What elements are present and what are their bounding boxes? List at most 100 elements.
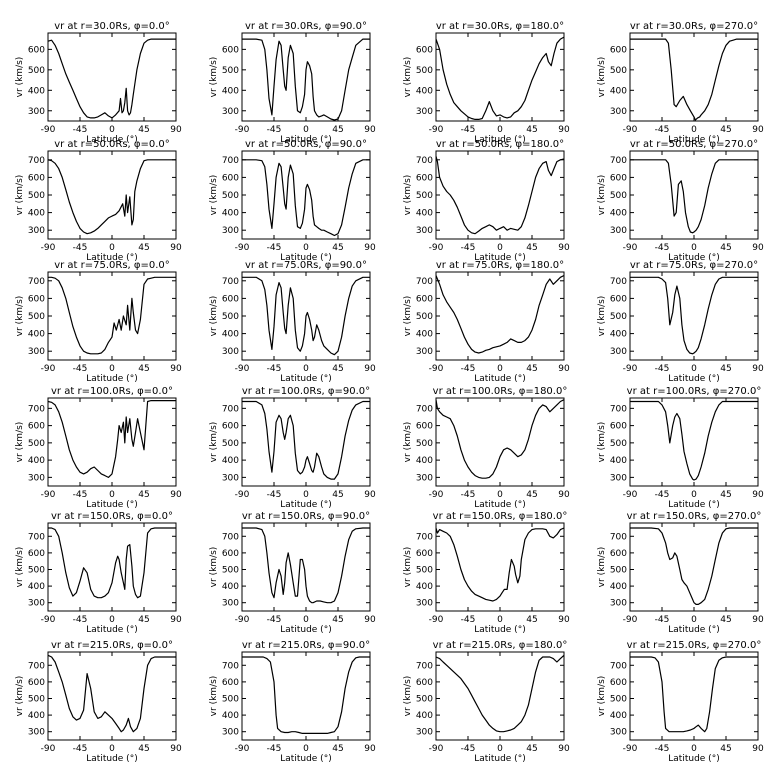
y-tick-label: 400	[416, 86, 433, 96]
y-tick-label: 400	[416, 582, 433, 592]
x-tick-label: 90	[170, 243, 182, 253]
series-line	[242, 400, 370, 480]
chart-title: vr at r=30.0Rs, φ=0.0°	[54, 21, 170, 32]
x-tick-label: -45	[73, 243, 88, 253]
y-tick-label: 300	[610, 599, 627, 609]
plot-frame	[629, 150, 759, 240]
y-tick-label: 500	[416, 439, 433, 449]
x-tick-label: 0	[497, 744, 503, 754]
y-axis-label: vr (km/s)	[209, 57, 219, 98]
x-tick-label: -90	[41, 364, 56, 374]
series-line	[435, 654, 565, 733]
x-axis-label: Latitude (°)	[86, 500, 137, 510]
chart-title: vr at r=150.0Rs, φ=0.0°	[51, 511, 173, 522]
y-tick-label: 600	[416, 173, 433, 183]
chart-title: vr at r=30.0Rs, φ=270.0°	[630, 21, 758, 32]
x-tick-label: -90	[41, 615, 56, 625]
chart-title: vr at r=30.0Rs, φ=90.0°	[245, 21, 367, 32]
y-tick-label: 600	[28, 45, 45, 55]
y-tick-label: 400	[610, 582, 627, 592]
y-tick-label: 500	[610, 66, 627, 76]
x-tick-label: -45	[655, 243, 670, 253]
chart-panel: vr at r=75.0Rs, φ=0.0° -90 -45 0 45 90 300 400 5…	[15, 260, 182, 384]
plot-frame	[435, 32, 565, 122]
y-tick-label: 300	[222, 473, 239, 483]
x-tick-label: -90	[235, 744, 250, 754]
series-line	[435, 36, 565, 121]
x-axis-label: Latitude (°)	[668, 500, 719, 510]
chart-panel: vr at r=50.0Rs, φ=180.0° -90 -45 0 45 90 300 40…	[403, 139, 570, 263]
x-tick-label: -45	[655, 490, 670, 500]
x-tick-label: -90	[429, 364, 444, 374]
y-tick-label: 500	[610, 694, 627, 704]
y-tick-label: 500	[416, 312, 433, 322]
x-tick-label: 0	[497, 615, 503, 625]
x-tick-label: 0	[497, 125, 503, 135]
x-tick-label: -45	[655, 744, 670, 754]
chart-title: vr at r=50.0Rs, φ=0.0°	[54, 139, 170, 150]
chart-panel: vr at r=75.0Rs, φ=180.0° -90 -45 0 45 90 300 40…	[403, 260, 570, 384]
x-axis-label: Latitude (°)	[280, 135, 331, 145]
chart-title: vr at r=75.0Rs, φ=0.0°	[54, 260, 170, 271]
x-tick-label: -45	[461, 125, 476, 135]
y-axis-label: vr (km/s)	[403, 422, 413, 463]
y-axis-label: vr (km/s)	[597, 676, 607, 717]
y-tick-label: 500	[610, 191, 627, 201]
y-tick-label: 400	[416, 209, 433, 219]
y-tick-label: 500	[416, 694, 433, 704]
x-tick-label: 0	[691, 744, 697, 754]
x-tick-label: 90	[752, 744, 764, 754]
x-tick-label: 90	[170, 490, 182, 500]
chart-title: vr at r=150.0Rs, φ=270.0°	[627, 511, 762, 522]
y-tick-label: 500	[28, 66, 45, 76]
x-tick-label: 90	[170, 744, 182, 754]
y-tick-label: 700	[222, 156, 239, 166]
x-tick-label: 90	[364, 243, 376, 253]
x-tick-label: 45	[138, 744, 149, 754]
x-tick-label: 0	[497, 243, 503, 253]
chart-panel: vr at r=215.0Rs, φ=180.0° -90 -45 0 45 90 300 4…	[403, 640, 570, 764]
x-tick-label: 0	[691, 243, 697, 253]
x-tick-label: 0	[303, 243, 309, 253]
x-tick-label: -90	[41, 125, 56, 135]
series-line	[47, 38, 176, 119]
y-tick-label: 600	[222, 422, 239, 432]
y-axis-label: vr (km/s)	[403, 547, 413, 588]
x-tick-label: -90	[41, 744, 56, 754]
x-tick-label: -90	[623, 615, 638, 625]
y-tick-label: 400	[610, 86, 627, 96]
y-axis-label: vr (km/s)	[597, 547, 607, 588]
y-tick-label: 600	[28, 678, 45, 688]
x-tick-label: 90	[752, 125, 764, 135]
y-tick-label: 300	[222, 728, 239, 738]
x-axis-label: Latitude (°)	[474, 374, 525, 384]
series-line	[630, 276, 758, 355]
chart-panel: vr at r=50.0Rs, φ=90.0° -90 -45 0 45 90 300 400…	[209, 139, 376, 263]
x-tick-label: 0	[691, 125, 697, 135]
y-tick-label: 700	[416, 277, 433, 287]
y-axis-label: vr (km/s)	[209, 296, 219, 337]
y-tick-label: 600	[28, 294, 45, 304]
y-tick-label: 600	[610, 422, 627, 432]
y-tick-label: 500	[222, 694, 239, 704]
x-tick-label: 0	[303, 364, 309, 374]
series-line	[48, 276, 176, 355]
y-tick-label: 300	[28, 473, 45, 483]
y-tick-label: 700	[416, 404, 433, 414]
y-tick-label: 600	[222, 549, 239, 559]
y-tick-label: 500	[416, 191, 433, 201]
plot-frame	[47, 522, 177, 612]
x-tick-label: 90	[364, 615, 376, 625]
chart-panel: vr at r=30.0Rs, φ=0.0° -90 -45 0 45 90 300 400 5…	[15, 21, 182, 145]
y-tick-label: 600	[28, 173, 45, 183]
y-tick-label: 500	[610, 565, 627, 575]
chart-title: vr at r=100.0Rs, φ=90.0°	[242, 386, 370, 397]
chart-title: vr at r=50.0Rs, φ=270.0°	[630, 139, 758, 150]
chart-panel: vr at r=30.0Rs, φ=270.0° -90 -45 0 45 90 300 40…	[597, 21, 764, 145]
y-tick-label: 700	[416, 532, 433, 542]
x-tick-label: 45	[720, 744, 731, 754]
chart-title: vr at r=100.0Rs, φ=180.0°	[433, 386, 568, 397]
chart-title: vr at r=100.0Rs, φ=270.0°	[627, 386, 762, 397]
x-tick-label: -45	[461, 744, 476, 754]
y-tick-label: 600	[416, 294, 433, 304]
